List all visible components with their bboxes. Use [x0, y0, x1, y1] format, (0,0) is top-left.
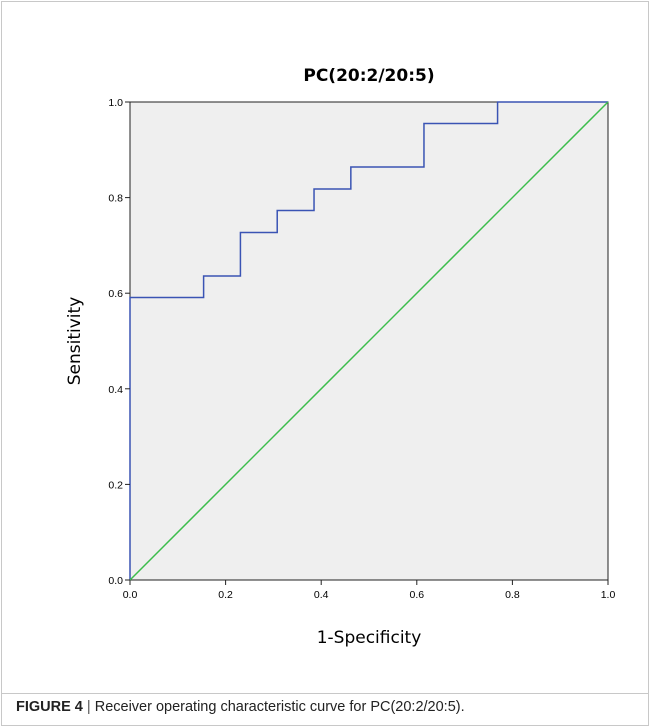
y-tick-label: 0.4 [108, 384, 123, 396]
figure-caption: FIGURE 4 | Receiver operating characteri… [16, 699, 636, 715]
caption-separator: | [86, 699, 91, 715]
y-tick-label: 1.0 [108, 97, 123, 109]
chart-title: PC(20:2/20:5) [303, 66, 434, 86]
series-layer [129, 101, 609, 581]
caption-label: FIGURE 4 [16, 699, 83, 715]
y-tick-label: 0.6 [108, 288, 123, 300]
x-tick-label: 0.6 [409, 589, 424, 601]
caption-text: Receiver operating characteristic curve … [94, 699, 465, 715]
x-tick-label: 0.8 [505, 589, 520, 601]
y-tick-label: 0.8 [108, 193, 123, 205]
x-axis-label: 1-Specificity [317, 628, 422, 648]
x-tick-label: 0.0 [123, 589, 138, 601]
y-tick-label: 0.2 [108, 479, 123, 491]
reference-diagonal-line [129, 101, 609, 581]
x-axis-ticks: 0.0 0.2 0.4 0.6 0.8 1.0 [123, 580, 616, 601]
roc-curve-line [129, 101, 608, 580]
x-tick-label: 0.4 [314, 589, 329, 601]
y-axis-label: Sensitivity [65, 297, 85, 386]
caption-divider [1, 693, 649, 694]
x-tick-label: 1.0 [601, 589, 616, 601]
y-tick-label: 0.0 [108, 575, 123, 587]
y-axis-ticks: 0.0 0.2 0.4 0.6 0.8 1.0 [108, 97, 130, 587]
x-tick-label: 0.2 [218, 589, 233, 601]
